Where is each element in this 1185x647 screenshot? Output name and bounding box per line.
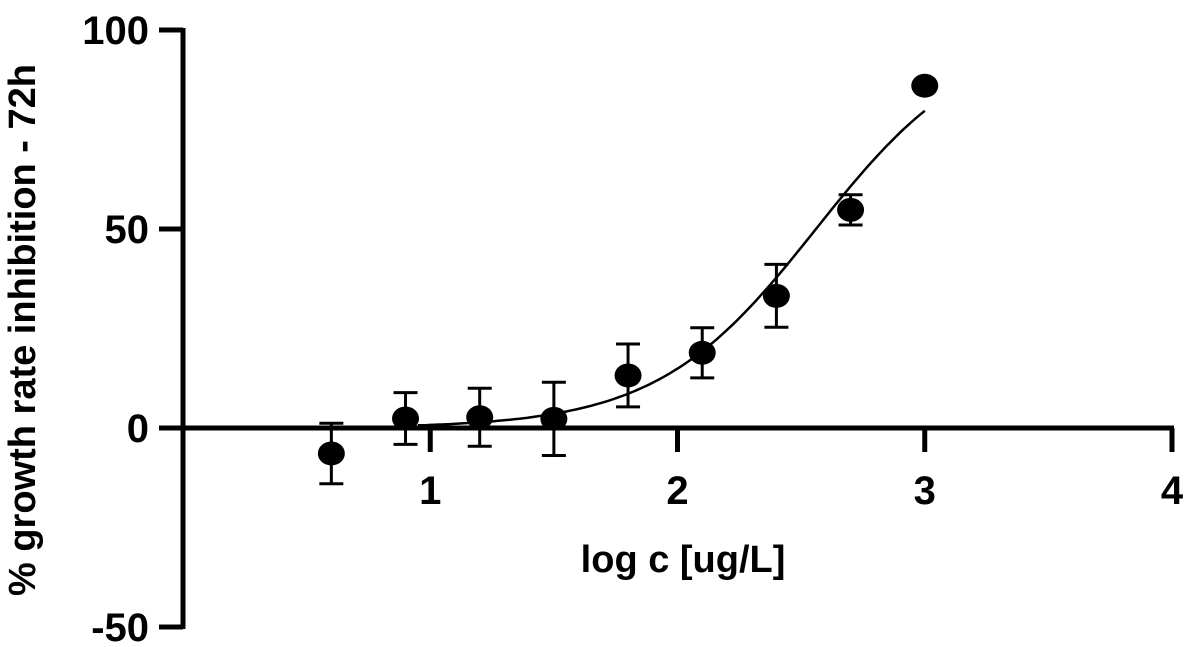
data-point <box>466 405 494 430</box>
data-point <box>688 340 716 365</box>
y-tick-label: -50 <box>91 606 149 647</box>
y-tick-label: 50 <box>105 208 150 252</box>
y-axis-label: % growth rate inhibition - 72h <box>2 64 44 596</box>
data-point <box>762 283 790 308</box>
error-bars <box>319 193 863 486</box>
data-point <box>614 363 642 388</box>
fit-curve <box>417 109 926 427</box>
x-tick-label: 2 <box>666 469 688 513</box>
data-point <box>837 197 865 222</box>
data-points <box>317 73 939 466</box>
x-tick-label: 3 <box>914 469 936 513</box>
x-axis-label: log c [ug/L] <box>581 539 786 581</box>
data-point <box>911 73 939 98</box>
data-point <box>540 406 568 431</box>
y-ticks: 100 50 0 -50 <box>82 9 183 647</box>
data-point <box>392 406 420 431</box>
y-tick-label: 100 <box>82 9 149 53</box>
x-tick-label: 1 <box>419 469 441 513</box>
y-tick-label: 0 <box>127 407 149 451</box>
data-point <box>317 441 345 466</box>
x-ticks: 1 2 3 4 <box>419 428 1184 513</box>
x-tick-label: 4 <box>1161 469 1184 513</box>
